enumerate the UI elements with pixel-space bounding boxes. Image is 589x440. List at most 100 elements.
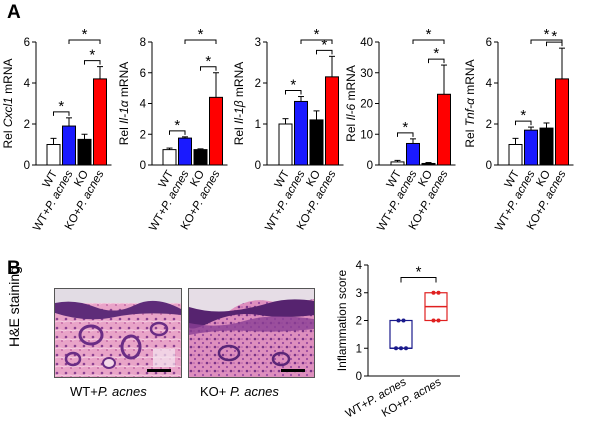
y-axis-label-suffix: mRNA — [232, 62, 246, 101]
y-tick-label: 4 — [24, 78, 31, 90]
bar-3 — [193, 149, 208, 166]
significance-label: * — [174, 117, 180, 134]
y-axis-label: Rel Tnf-α mRNA — [463, 59, 477, 147]
y-tick-label: 0 — [356, 371, 362, 383]
significance-bracket — [400, 276, 437, 283]
significance-label: * — [198, 26, 204, 43]
significance-label: * — [551, 28, 557, 45]
y-tick-label: 6 — [486, 37, 492, 49]
caption-ko-pacnes: KO+ P. acnes — [200, 384, 279, 399]
y-tick-label: 2 — [255, 78, 261, 90]
significance-label: * — [321, 36, 327, 53]
significance-label: * — [544, 26, 550, 43]
y-tick-label: 0 — [24, 160, 30, 172]
y-axis-label: Rel Il-6 mRNA — [344, 65, 358, 142]
bar-3 — [539, 127, 554, 166]
y-tick-label: 3 — [356, 288, 362, 300]
data-point — [396, 318, 401, 323]
bar-1 — [278, 123, 293, 166]
significance-bracket — [412, 39, 445, 44]
y-axis-label-gene: Cxcl1 — [1, 97, 15, 127]
significance-bracket — [84, 60, 101, 65]
y-axis-label-suffix: mRNA — [117, 62, 131, 101]
bar-4 — [209, 96, 223, 166]
y-axis-label-suffix: mRNA — [1, 58, 15, 97]
significance-bracket — [428, 58, 445, 64]
y-tick-label: 2 — [356, 316, 362, 328]
significance-label: * — [205, 53, 211, 70]
y-tick-label: 3 — [255, 37, 261, 49]
significance-bracket — [53, 111, 70, 116]
scale-bar-2 — [281, 369, 305, 372]
significance-bracket — [397, 132, 414, 137]
y-tick-label: 1 — [356, 343, 362, 355]
significance-bracket — [285, 90, 302, 95]
significance-bracket — [169, 130, 186, 135]
y-tick-label: 0 — [486, 160, 492, 172]
significance-label: * — [58, 98, 64, 115]
y-axis-label-suffix: mRNA — [344, 65, 358, 104]
y-axis-label-gene: Il-6 — [344, 104, 358, 121]
y-tick-label: 0 — [140, 160, 146, 172]
bar-4 — [437, 93, 451, 166]
y-tick-label: 1 — [255, 119, 261, 131]
bar-1 — [162, 149, 177, 166]
bar-3 — [309, 119, 324, 166]
significance-bracket — [68, 39, 101, 44]
data-point — [431, 290, 436, 295]
y-tick-label: 30 — [360, 68, 373, 80]
bar-3 — [77, 138, 92, 166]
bar-1 — [508, 144, 523, 166]
scale-bar-1 — [147, 369, 171, 372]
caption-ko-pacnes-prefix: KO+ — [200, 384, 230, 399]
significance-label: * — [82, 26, 88, 43]
y-axis-label-prefix: Rel — [232, 124, 246, 145]
y-tick-label: 20 — [360, 99, 373, 111]
bar-2 — [524, 129, 538, 166]
bar-4 — [555, 78, 569, 166]
significance-label: * — [314, 26, 320, 43]
histology-image-ko-pacnes — [188, 288, 315, 378]
significance-label: * — [416, 263, 422, 280]
y-tick-label: 0 — [367, 160, 373, 172]
y-tick-label: 8 — [140, 37, 146, 49]
bar-2 — [178, 137, 192, 166]
data-point — [394, 346, 398, 351]
significance-bracket — [316, 49, 333, 55]
y-axis-label-suffix: mRNA — [463, 59, 477, 98]
y-axis-label: Rel Il-1α mRNA — [117, 62, 131, 146]
bar-2 — [294, 100, 308, 166]
y-tick-label: 4 — [486, 78, 493, 90]
y-axis-label: Inflammation score — [335, 269, 349, 371]
y-tick-label: 4 — [140, 99, 147, 111]
y-axis-label-gene: Tnf-α — [463, 97, 477, 126]
panel-label-a: A — [7, 2, 21, 23]
significance-bracket — [546, 41, 563, 47]
significance-bracket — [515, 120, 532, 126]
significance-bracket — [200, 66, 217, 71]
caption-wt-pacnes-italic: P. acnes — [97, 384, 147, 399]
significance-label: * — [89, 47, 95, 64]
significance-bracket — [300, 39, 333, 44]
he-staining-label: H&E staining — [6, 266, 22, 347]
caption-ko-pacnes-italic: P. acnes — [230, 384, 279, 399]
data-point — [431, 318, 436, 323]
y-axis-label-prefix: Rel — [117, 124, 131, 145]
panel-label-b: B — [7, 258, 21, 279]
y-tick-label: 40 — [360, 37, 373, 49]
significance-label: * — [290, 77, 296, 94]
y-tick-label: 0 — [255, 160, 261, 172]
y-axis-label: Rel Cxcl1 mRNA — [1, 58, 15, 148]
bar-1 — [46, 144, 61, 166]
y-tick-label: 2 — [140, 129, 146, 141]
bar-1 — [390, 161, 405, 166]
y-axis-label-prefix: Rel — [463, 126, 477, 147]
significance-label: * — [426, 26, 432, 43]
y-axis-label: Rel Il-1β mRNA — [232, 62, 246, 146]
